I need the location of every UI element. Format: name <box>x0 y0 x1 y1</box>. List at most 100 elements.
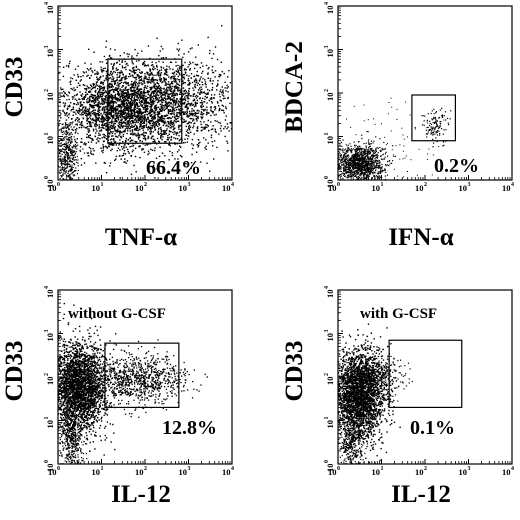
event-dot <box>214 76 216 78</box>
event-dot <box>71 138 73 141</box>
event-dot <box>379 146 381 149</box>
event-dot <box>185 125 187 128</box>
event-dot <box>126 108 128 111</box>
event-dot <box>139 156 141 159</box>
event-dot <box>120 112 123 114</box>
event-dot <box>83 143 85 145</box>
event-dot <box>163 133 166 135</box>
event-dot <box>112 115 114 117</box>
event-dot <box>83 152 86 154</box>
event-dot <box>211 65 214 68</box>
event-dot <box>101 98 103 100</box>
event-dot <box>28 141 29 142</box>
event-dot <box>137 138 140 140</box>
event-dot <box>100 87 102 90</box>
event-dot <box>381 149 383 151</box>
event-dot <box>112 131 114 133</box>
event-dot <box>98 97 100 99</box>
event-dot <box>132 83 134 86</box>
event-dot <box>117 84 120 86</box>
event-dot <box>161 110 163 112</box>
event-dot <box>84 62 86 64</box>
event-dot <box>125 114 128 116</box>
event-dot <box>75 118 77 120</box>
event-dot <box>109 57 112 59</box>
event-dot <box>96 73 99 76</box>
event-dot <box>236 75 237 76</box>
event-dot <box>186 95 188 97</box>
event-dot <box>112 103 114 105</box>
event-dot <box>150 106 152 108</box>
event-dot <box>68 148 70 150</box>
event-dot <box>153 111 156 113</box>
event-dot <box>137 119 139 122</box>
event-dot <box>136 125 138 127</box>
event-dot <box>197 130 199 132</box>
event-dot <box>154 68 156 70</box>
event-dot <box>268 128 269 129</box>
event-dot <box>140 115 142 117</box>
event-dot <box>81 124 83 126</box>
event-dot <box>96 93 99 95</box>
event-dot <box>178 126 180 128</box>
event-dot <box>94 95 96 97</box>
event-dot <box>178 67 181 69</box>
event-dot <box>176 87 178 90</box>
event-dot <box>345 172 347 174</box>
event-dot <box>103 111 105 113</box>
event-dot <box>68 141 70 143</box>
event-dot <box>164 97 167 99</box>
event-dot <box>59 111 61 113</box>
event-dot <box>126 98 128 100</box>
event-dot <box>366 159 368 161</box>
event-dot <box>139 108 141 110</box>
event-dot <box>118 106 120 108</box>
event-dot <box>98 101 100 103</box>
event-dot <box>51 125 52 126</box>
event-dot <box>185 130 188 132</box>
event-dot <box>60 191 61 192</box>
event-dot <box>160 110 162 112</box>
event-dot <box>55 169 56 170</box>
event-dot <box>76 99 78 102</box>
event-dot <box>89 121 91 123</box>
event-dot <box>143 106 145 109</box>
event-dot <box>113 100 115 103</box>
event-dot <box>119 104 122 107</box>
event-dot <box>105 128 107 130</box>
event-dot <box>79 84 81 87</box>
event-dot <box>81 114 83 116</box>
event-dot <box>122 102 124 104</box>
event-dot <box>69 144 71 146</box>
event-dot <box>142 112 144 114</box>
event-dot <box>210 107 212 109</box>
event-dot <box>188 124 191 127</box>
event-dot <box>110 70 112 73</box>
event-dot <box>177 69 180 72</box>
event-dot <box>120 94 122 96</box>
event-dot <box>213 94 216 96</box>
event-dot <box>97 110 99 112</box>
event-dot <box>180 98 182 100</box>
event-dot <box>77 65 79 67</box>
event-dot <box>68 165 70 167</box>
event-dot <box>66 162 68 164</box>
event-dot <box>71 96 74 98</box>
event-dot <box>69 164 71 166</box>
event-dot <box>201 72 203 74</box>
event-dot <box>89 90 91 92</box>
event-dot <box>124 89 126 91</box>
event-dot <box>157 83 160 85</box>
event-dot <box>349 161 352 163</box>
event-dot <box>212 128 214 130</box>
event-dot <box>77 82 80 84</box>
event-dot <box>381 163 383 166</box>
event-dot <box>62 75 65 78</box>
event-dot <box>96 96 98 98</box>
event-dot <box>152 110 154 113</box>
event-dot <box>113 116 115 119</box>
event-dot <box>123 102 125 104</box>
event-dot <box>126 160 129 162</box>
event-dot <box>349 148 351 150</box>
event-dot <box>128 127 131 130</box>
